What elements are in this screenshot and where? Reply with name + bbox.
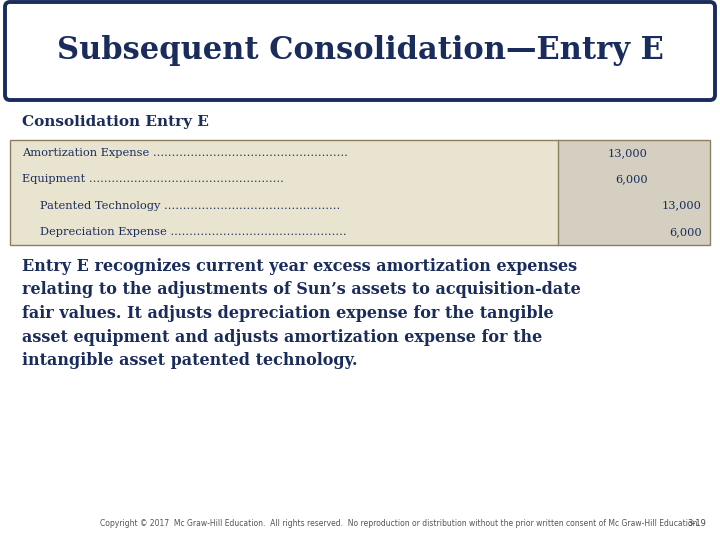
Text: Entry E recognizes current year excess amortization expenses
relating to the adj: Entry E recognizes current year excess a…: [22, 258, 581, 369]
FancyBboxPatch shape: [5, 2, 715, 100]
Text: 13,000: 13,000: [608, 148, 648, 158]
Text: 3-19: 3-19: [687, 519, 706, 528]
Text: Consolidation Entry E: Consolidation Entry E: [22, 115, 209, 129]
Bar: [10, 140, 710, 245]
Text: Equipment ....................................................: Equipment ..............................…: [22, 174, 284, 184]
Text: Subsequent Consolidation—Entry E: Subsequent Consolidation—Entry E: [57, 36, 663, 66]
Text: 6,000: 6,000: [670, 227, 702, 237]
Text: 6,000: 6,000: [616, 174, 648, 184]
Text: Copyright © 2017  Mc Graw-Hill Education.  All rights reserved.  No reproduction: Copyright © 2017 Mc Graw-Hill Education.…: [100, 519, 700, 528]
Bar: [10, 140, 558, 245]
Text: Depreciation Expense ...............................................: Depreciation Expense ...................…: [40, 227, 346, 237]
Text: Amortization Expense ....................................................: Amortization Expense ...................…: [22, 148, 348, 158]
Text: Patented Technology ...............................................: Patented Technology ....................…: [40, 201, 341, 211]
Text: 13,000: 13,000: [662, 201, 702, 211]
Bar: [558, 140, 710, 245]
